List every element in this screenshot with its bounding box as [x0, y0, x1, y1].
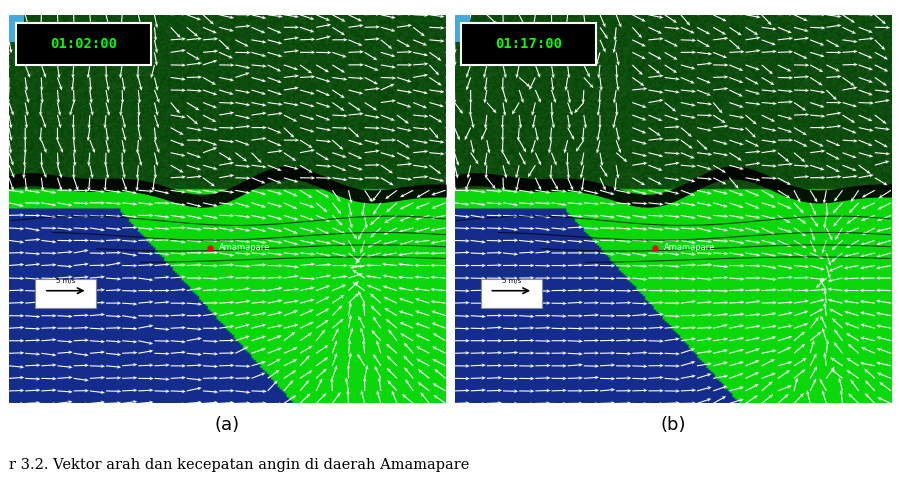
Text: Amamapare: Amamapare	[664, 244, 716, 252]
Text: 5 m/s: 5 m/s	[501, 278, 521, 284]
FancyBboxPatch shape	[481, 279, 542, 308]
Text: r 3.2. Vektor arah dan kecepatan angin di daerah Amamapare: r 3.2. Vektor arah dan kecepatan angin d…	[9, 458, 470, 471]
Text: Amamapare: Amamapare	[219, 244, 270, 252]
FancyBboxPatch shape	[15, 23, 151, 65]
Bar	[454, 15, 470, 42]
Text: (b): (b)	[660, 416, 686, 434]
Bar	[9, 15, 24, 42]
FancyBboxPatch shape	[461, 23, 597, 65]
Text: 01:02:00: 01:02:00	[50, 37, 117, 51]
Text: (a): (a)	[215, 416, 239, 434]
FancyBboxPatch shape	[35, 279, 96, 308]
Text: 5 m/s: 5 m/s	[56, 278, 76, 284]
Text: 01:17:00: 01:17:00	[495, 37, 562, 51]
